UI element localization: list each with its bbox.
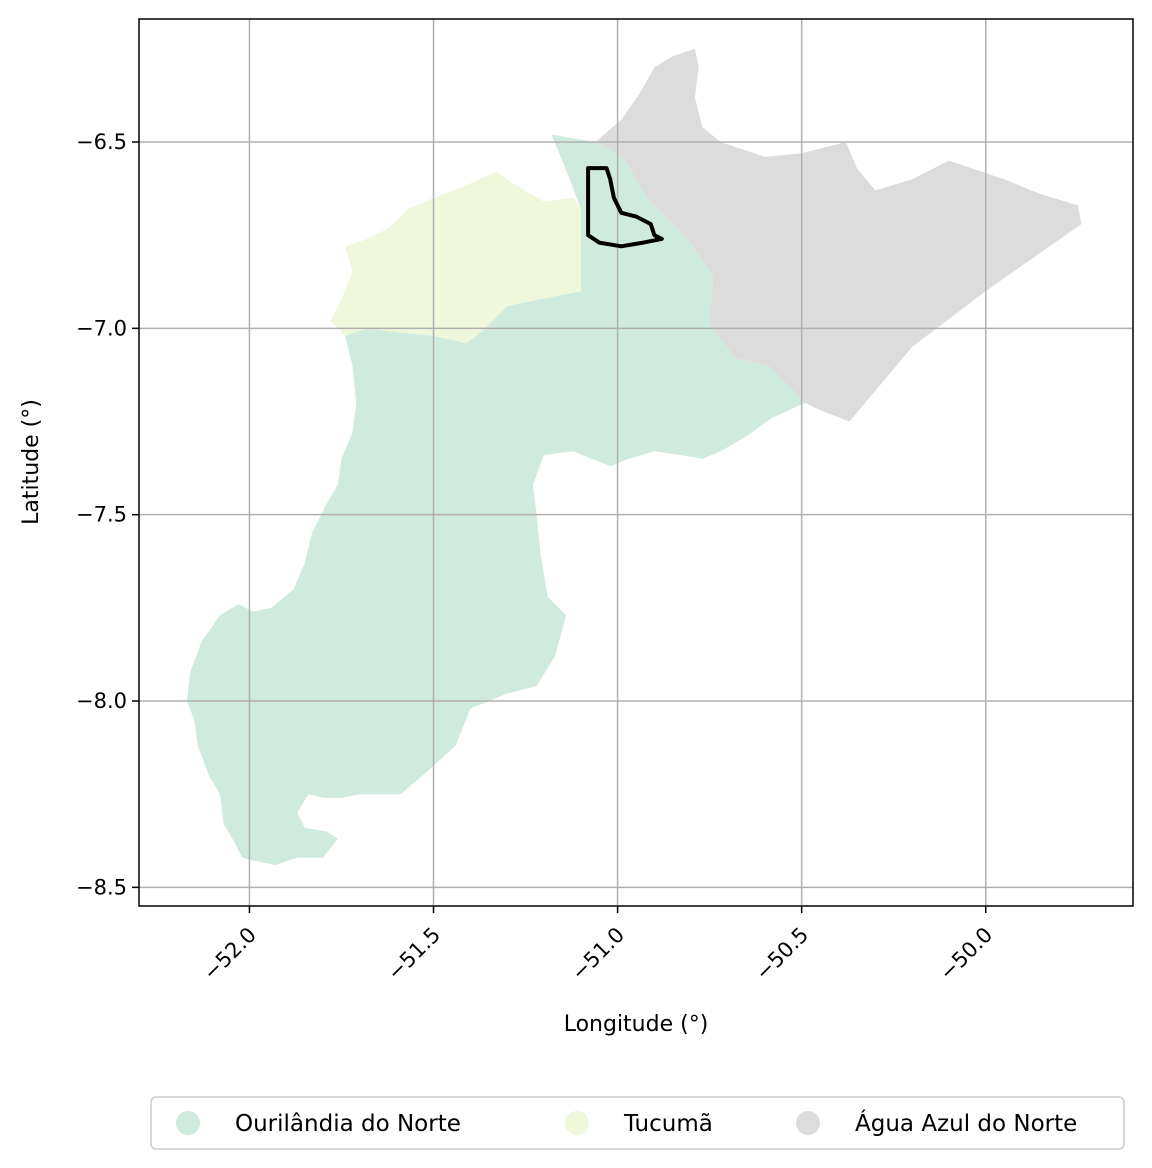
- legend-label-agua-azul: Água Azul do Norte: [855, 1109, 1077, 1137]
- x-tick-label: −52.0: [199, 923, 261, 985]
- x-axis: −52.0 −51.5 −51.0 −50.5 −50.0: [199, 906, 997, 985]
- y-tick-label: −8.0: [76, 689, 127, 713]
- boundary-layer: [586, 166, 664, 249]
- grid-layer: [139, 19, 1133, 906]
- y-axis: −6.5 −7.0 −7.5 −8.0 −8.5: [76, 130, 139, 899]
- y-tick-label: −7.5: [76, 503, 127, 527]
- y-tick-label: −8.5: [76, 875, 127, 899]
- x-tick-label: −50.5: [751, 923, 813, 985]
- regions-layer: [186, 48, 1082, 865]
- legend-frame: [150, 1096, 1125, 1150]
- y-axis-label: Latitude (°): [19, 399, 44, 525]
- y-tick-label: −7.0: [76, 316, 127, 340]
- legend-label-ourilandia: Ourilândia do Norte: [235, 1111, 461, 1137]
- x-tick-label: −50.0: [935, 923, 997, 985]
- legend-marker-ourilandia: [176, 1111, 200, 1135]
- legend: Ourilândia do Norte Tucumã Água Azul do …: [150, 1096, 1125, 1150]
- study-area-boundary: [586, 166, 664, 249]
- y-tick-label: −6.5: [76, 130, 127, 154]
- legend-marker-tucuma: [565, 1111, 589, 1135]
- region-ourilandia-do-norte: [186, 134, 806, 865]
- legend-marker-agua-azul: [796, 1111, 820, 1135]
- plot-frame: [138, 18, 1134, 907]
- x-tick-label: −51.0: [567, 923, 629, 985]
- x-tick-label: −51.5: [383, 923, 445, 985]
- x-axis-label: Longitude (°): [564, 1012, 709, 1037]
- legend-label-tucuma: Tucumã: [623, 1111, 713, 1137]
- region-tucuma: [330, 171, 581, 344]
